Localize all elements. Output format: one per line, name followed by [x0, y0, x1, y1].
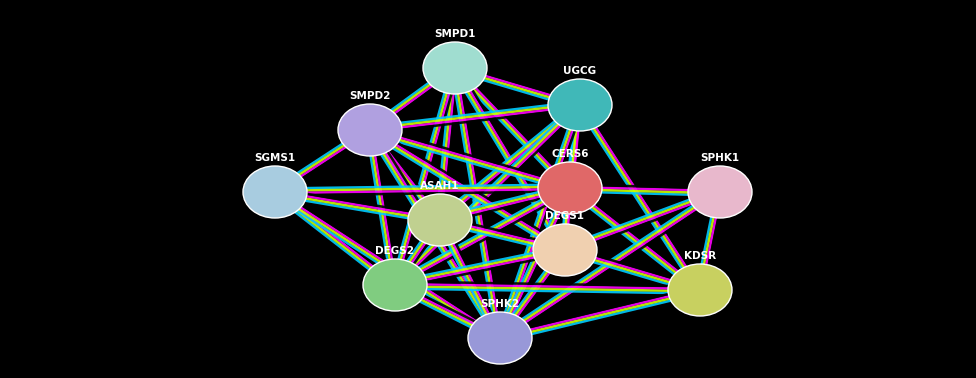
Text: SPHK2: SPHK2 [480, 299, 519, 309]
Text: SMPD2: SMPD2 [349, 91, 390, 101]
Ellipse shape [468, 312, 532, 364]
Text: DEGS2: DEGS2 [376, 246, 415, 256]
Text: ASAH1: ASAH1 [421, 181, 460, 191]
Ellipse shape [533, 224, 597, 276]
Ellipse shape [243, 166, 307, 218]
Ellipse shape [423, 42, 487, 94]
Text: KDSR: KDSR [684, 251, 716, 261]
Ellipse shape [363, 259, 427, 311]
Ellipse shape [408, 194, 472, 246]
Ellipse shape [548, 79, 612, 131]
Text: SPHK1: SPHK1 [701, 153, 740, 163]
Text: CERS6: CERS6 [551, 149, 589, 159]
Text: SGMS1: SGMS1 [255, 153, 296, 163]
Ellipse shape [688, 166, 752, 218]
Ellipse shape [338, 104, 402, 156]
Ellipse shape [538, 162, 602, 214]
Text: DEGS1: DEGS1 [546, 211, 585, 221]
Text: SMPD1: SMPD1 [434, 29, 475, 39]
Ellipse shape [668, 264, 732, 316]
Text: UGCG: UGCG [563, 66, 596, 76]
